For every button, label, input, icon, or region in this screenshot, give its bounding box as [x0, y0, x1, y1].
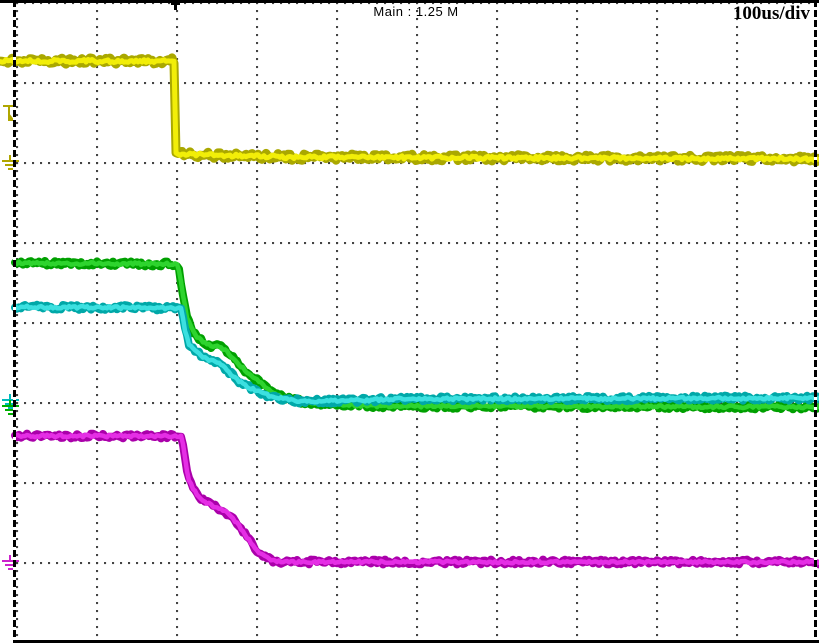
- trace-ch1-yellow: [0, 53, 819, 167]
- ground-marker-ch1: [2, 155, 19, 170]
- trigger-position-tick: [171, 3, 180, 10]
- main-record-length-label: Main : 1.25 M: [373, 4, 459, 19]
- frame-border-right: [814, 0, 817, 643]
- trace-ch3-cyan: [11, 300, 819, 408]
- timebase-label: 100us/div: [732, 3, 810, 24]
- trace-ch4-magenta: [11, 429, 819, 569]
- ground-marker-ch4: [2, 555, 19, 570]
- frame-border-left: [13, 0, 16, 643]
- frame-border-top: [0, 0, 819, 3]
- frame-border-bottom: [13, 640, 819, 643]
- ground-marker-ch2: [2, 400, 19, 415]
- graticule-grid: [16, 2, 816, 642]
- trace-ch2-green: [11, 257, 819, 414]
